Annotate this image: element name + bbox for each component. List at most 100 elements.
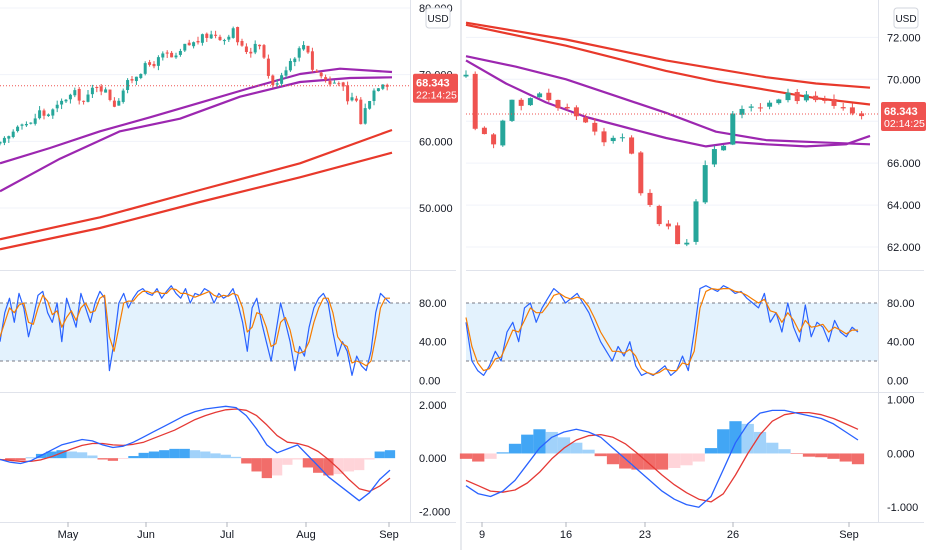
left-candle-body [306, 45, 310, 53]
left-macd-histogram-bar [179, 448, 190, 459]
right-candle-body [537, 93, 543, 98]
left-macd-histogram-bar [76, 452, 88, 459]
left-candle-body [236, 26, 240, 43]
left-candle-body [16, 126, 20, 132]
left-candle-body [104, 89, 108, 93]
left-candle-body [200, 34, 204, 43]
left-candle-body [324, 77, 328, 80]
left-candle-body [280, 75, 284, 84]
left-candle-body [152, 63, 156, 67]
right-macd-histogram-bar [496, 452, 509, 454]
left-candle-body [99, 86, 103, 92]
right-stoch-tick-label: 40.00 [887, 337, 915, 349]
left-candle-body [117, 100, 121, 106]
right-macd-histogram-bar [766, 442, 779, 454]
left-candle-body [297, 48, 301, 58]
right-macd-histogram-bar [668, 453, 681, 468]
left-candle-body [51, 109, 55, 116]
right-candle-body [665, 223, 671, 227]
right-macd-tick-label: 0.000 [887, 448, 915, 460]
left-macd-histogram-bar [5, 458, 16, 461]
right-price-tick-label: 66.000 [887, 158, 921, 170]
right-candle-body [684, 242, 690, 245]
left-candle-body [156, 57, 160, 66]
left-macd-histogram-bar [282, 458, 293, 465]
right-macd-histogram-bar [619, 453, 632, 469]
right-candle-body [803, 94, 809, 101]
right-stoch-band [466, 303, 878, 361]
right-candle-body [711, 149, 717, 165]
left-candle-body [148, 62, 152, 65]
left-candle-body [112, 100, 116, 107]
left-macd-histogram-bar [323, 458, 334, 476]
right-macd-histogram-bar [729, 421, 742, 454]
left-candle-body [205, 33, 209, 38]
left-candle-body [196, 40, 200, 43]
left-macd-histogram-bar [364, 458, 375, 460]
right-currency-label: USD [895, 14, 916, 25]
right-macd-line [465, 409, 859, 508]
right-candle-body [564, 106, 570, 109]
left-macd-histogram-bar [343, 458, 355, 472]
left-candle-body [275, 83, 279, 85]
right-candle-body [592, 122, 598, 132]
left-macd-histogram-bar [46, 451, 57, 459]
right-candle-body [675, 225, 681, 245]
right-candle-body [555, 99, 561, 109]
right-stoch-tick-label: 0.00 [887, 375, 908, 387]
left-candle-body [192, 42, 196, 47]
left-candle-body [68, 94, 72, 100]
right-macd-histogram-bar [815, 453, 828, 458]
right-candle-body [656, 205, 662, 225]
right-macd-histogram-bar [704, 448, 718, 454]
right-last-price-value: 68.343 [884, 106, 918, 118]
right-candle-body [601, 131, 607, 143]
right-macd-histogram-bar [570, 442, 583, 454]
right-macd-histogram-bar [839, 453, 852, 462]
left-candle-body [337, 83, 341, 85]
left-macd-histogram-bar [230, 456, 242, 459]
left-candle-body [20, 124, 24, 126]
left-macd-histogram-bar [138, 452, 149, 459]
right-date-label: 26 [727, 529, 739, 541]
right-price-tick-label: 64.000 [887, 200, 921, 212]
right-candle-body [472, 73, 478, 129]
left-macd-histogram-bar [189, 450, 201, 459]
right-candle-body [813, 95, 819, 101]
left-candle-body [161, 53, 165, 58]
right-stoch-line-0 [465, 285, 859, 376]
right-candle-body [702, 165, 708, 203]
right-candle-body [776, 99, 782, 104]
left-candle-body [372, 90, 376, 102]
left-macd-histogram-bar [354, 458, 365, 471]
right-stoch-line-1 [465, 288, 858, 376]
left-moving-average-0 [0, 67, 393, 165]
left-stoch-line-0 [0, 285, 391, 376]
right-moving-average-0 [465, 21, 871, 89]
left-candle-body [183, 43, 187, 51]
left-candle-body [170, 52, 174, 58]
right-date-label: 23 [639, 529, 651, 541]
left-macd-histogram-bar [292, 458, 303, 460]
left-candle-body [302, 45, 306, 50]
right-candle-body [840, 107, 846, 109]
right-moving-average-3 [465, 59, 871, 148]
right-macd-histogram-bar [717, 429, 730, 454]
right-candle-body [638, 152, 644, 194]
left-date-label: May [58, 529, 79, 541]
left-stoch-band [0, 303, 410, 361]
left-macd-tick-label: 2.000 [419, 400, 447, 412]
right-currency-box [893, 7, 919, 29]
right-macd-histogram-bar [643, 453, 656, 470]
right-candle-body [739, 108, 745, 115]
left-macd-tick-label: 0.000 [419, 453, 447, 465]
left-candle-body [73, 90, 77, 96]
right-candle-body [757, 107, 763, 109]
right-macd-histogram-bar [655, 453, 669, 470]
left-candle-body [363, 108, 367, 124]
left-candle-body [376, 88, 380, 92]
left-candle-body [130, 79, 134, 81]
left-macd-line [0, 405, 391, 502]
